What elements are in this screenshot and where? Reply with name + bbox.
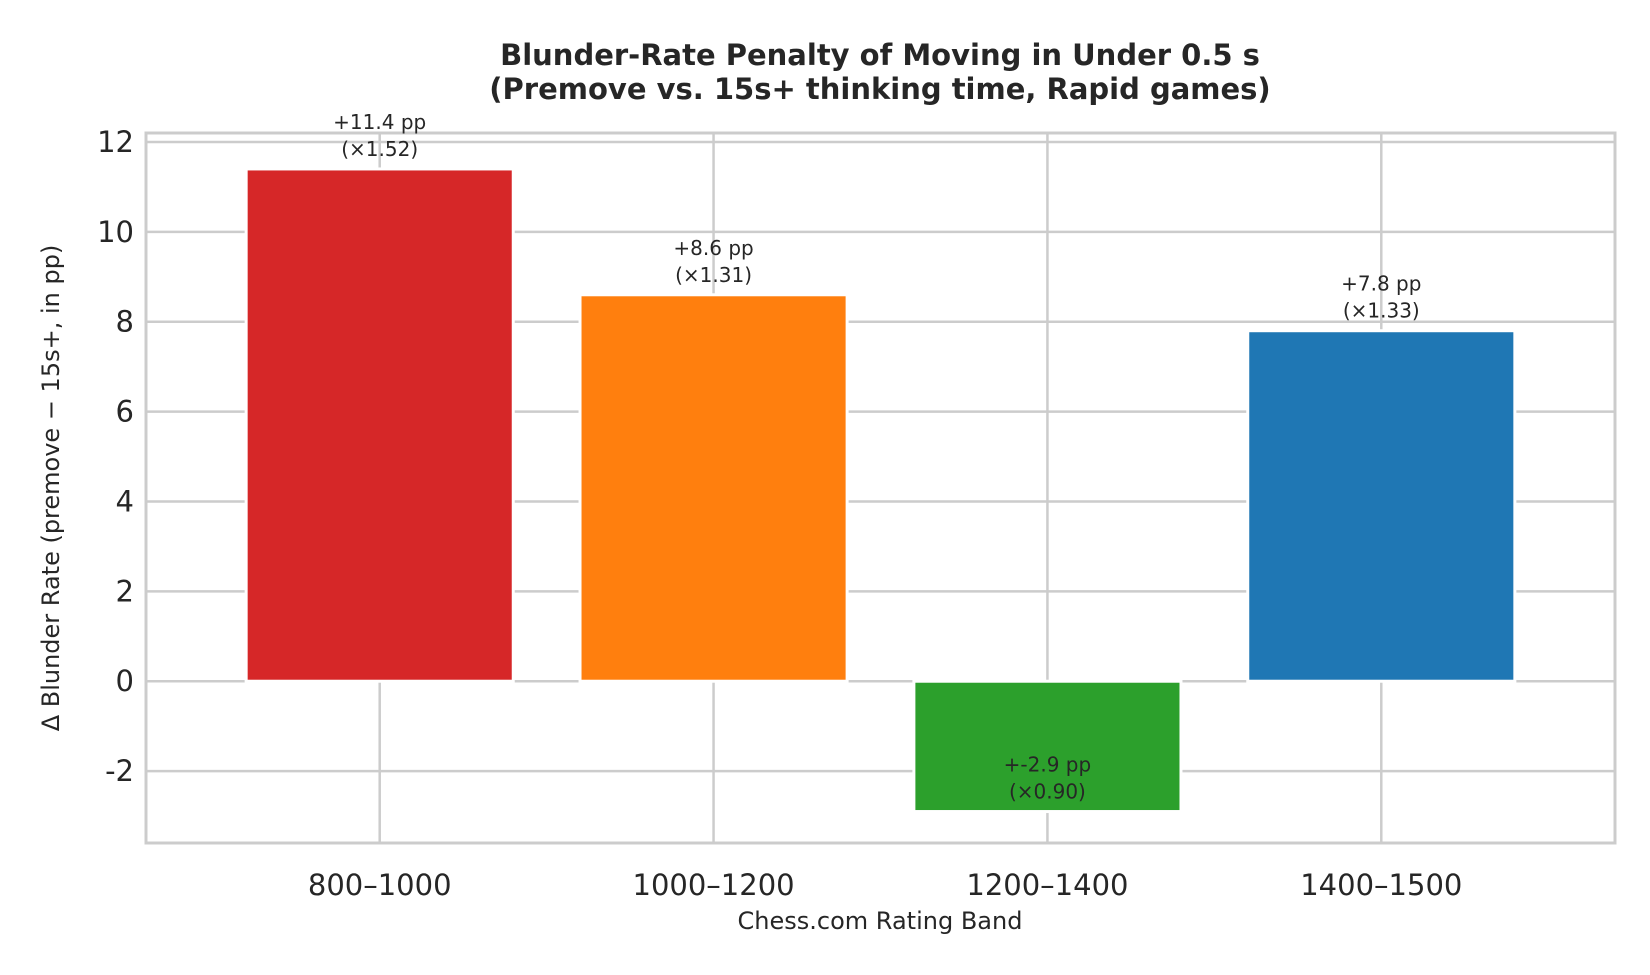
- x-tick-label: 1200–1400: [966, 868, 1128, 902]
- y-tick-label: 8: [116, 305, 134, 339]
- bar-value-label: +11.4 pp: [333, 110, 426, 134]
- plot-frame: [144, 131, 1617, 845]
- bar-ratio-label: (×0.90): [1009, 780, 1086, 804]
- bar-1400–1500: [1246, 329, 1517, 683]
- y-axis-ticks: -2 0 2 4 6 8 10 12: [97, 125, 134, 788]
- x-axis-label: Chess.com Rating Band: [738, 907, 1023, 935]
- y-tick-label: 6: [116, 395, 134, 429]
- x-axis-ticks: 800–1000 1000–1200 1200–1400 1400–1500: [308, 868, 1462, 902]
- chart-title: Blunder-Rate Penalty of Moving in Under …: [500, 38, 1260, 72]
- bar-1200–1400: [912, 679, 1183, 814]
- y-tick-label: 2: [116, 574, 134, 608]
- y-tick-label: 0: [116, 664, 134, 698]
- y-axis-label: Δ Blunder Rate (premove − 15s+, in pp): [37, 245, 65, 732]
- bar-value-label: +-2.9 pp: [1004, 753, 1092, 777]
- bar-1000–1200: [578, 293, 849, 683]
- bar-value-label: +8.6 pp: [673, 236, 753, 260]
- y-tick-label: 10: [97, 215, 134, 249]
- y-tick-label: 12: [97, 125, 134, 159]
- bars: [244, 167, 1517, 814]
- x-tick-label: 1000–1200: [633, 868, 795, 902]
- y-tick-label: 4: [116, 484, 134, 518]
- chart-subtitle: (Premove vs. 15s+ thinking time, Rapid g…: [489, 72, 1270, 106]
- bar-value-label: +7.8 pp: [1341, 272, 1421, 296]
- y-tick-label: -2: [105, 754, 134, 788]
- bar-800–1000: [244, 167, 515, 683]
- bar-ratio-label: (×1.31): [675, 263, 752, 287]
- x-tick-label: 800–1000: [308, 868, 452, 902]
- x-tick-label: 1400–1500: [1300, 868, 1462, 902]
- bar-ratio-label: (×1.52): [341, 137, 418, 161]
- data-labels: +11.4 pp (×1.52) +8.6 pp (×1.31) +-2.9 pp (×0…: [333, 110, 1421, 804]
- bar-ratio-label: (×1.33): [1343, 299, 1420, 323]
